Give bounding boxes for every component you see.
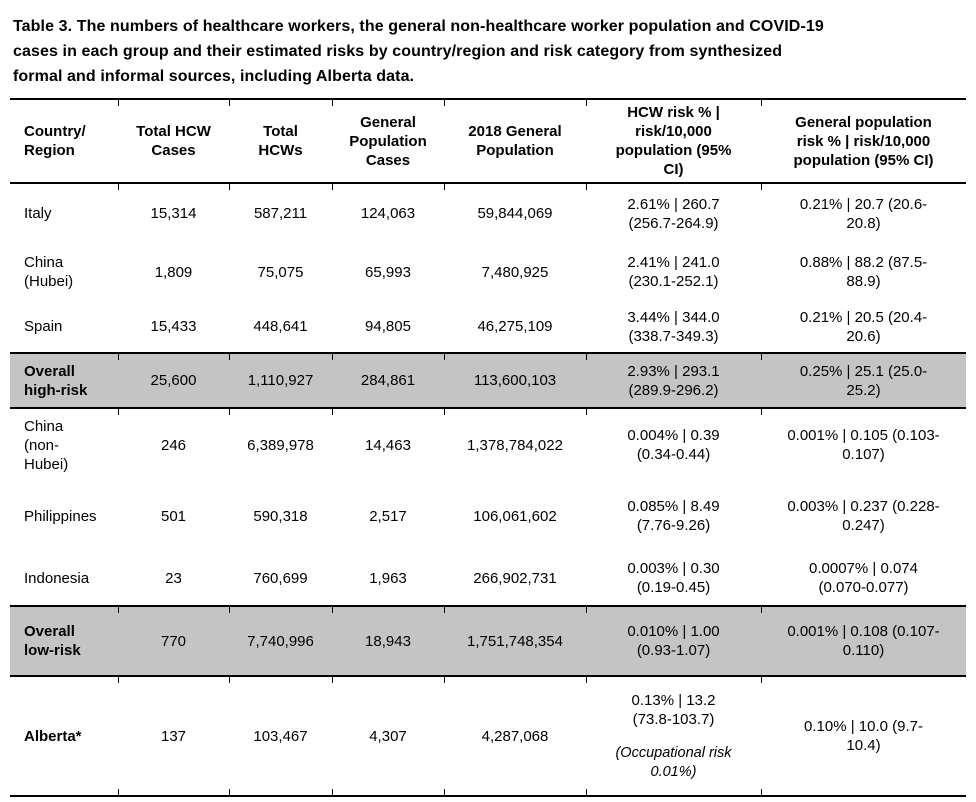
column-header: HCW risk % | risk/10,000 population (95%… xyxy=(586,99,761,183)
data-cell: 501 xyxy=(160,507,187,525)
region-cell: Alberta* xyxy=(24,727,82,745)
data-cell: 15,433 xyxy=(150,318,197,335)
table-body: Italy 15,314 587,211 124,063 59,844,069 2.61%… xyxy=(10,183,966,796)
column-header: Total HCW Cases xyxy=(118,99,229,183)
data-cell: 284,861 xyxy=(332,353,444,408)
region-cell: China (Hubei) xyxy=(24,254,74,290)
data-cell: 587,211 xyxy=(229,183,332,243)
data-cell: 1,110,927 xyxy=(229,353,332,408)
data-cell: 0.004% | 0.39 (0.34-0.44) xyxy=(586,408,761,481)
data-cell: 14,463 xyxy=(332,408,444,481)
data-cell: 59,844,069 xyxy=(444,183,586,243)
table-row: Alberta* 137 103,467 4,307 4,287,068 0.13% | … xyxy=(10,676,966,796)
data-cell: 23 xyxy=(165,569,182,587)
region-cell: China (non- Hubei) xyxy=(24,417,69,473)
data-cell: 0.001% | 0.108 (0.107- 0.110) xyxy=(761,606,966,676)
data-cell: 590,318 xyxy=(253,507,308,525)
table-row: China (non- Hubei) 246 6,389,978 14,463 1,37… xyxy=(10,408,966,481)
table-row: Spain 15,433 448,641 94,805 46,275,109 3.44% … xyxy=(10,301,966,353)
table-caption: Table 3. The numbers of healthcare worke… xyxy=(13,18,824,85)
table-row: Overall high-risk 25,600 1,110,927 284,861 1… xyxy=(10,353,966,408)
table-row: China (Hubei) 1,809 75,075 65,993 7,480,925 2… xyxy=(10,243,966,301)
data-cell: 0.010% | 1.00 (0.93-1.07) xyxy=(586,606,761,676)
data-table: Country/ Region Total HCW Cases Total HCWs… xyxy=(10,98,966,797)
data-cell: 0.085% | 8.49 (7.76-9.26) xyxy=(627,498,720,534)
data-cell: 448,641 xyxy=(253,318,308,335)
region-cell: Philippines xyxy=(24,507,97,525)
table-row: Overall low-risk 770 7,740,996 18,943 1,751,… xyxy=(10,606,966,676)
data-cell: 46,275,109 xyxy=(477,318,553,335)
data-cell: 770 xyxy=(118,606,229,676)
data-cell: 2,517 xyxy=(369,507,407,525)
column-header: Country/ Region xyxy=(24,123,86,159)
region-cell: Spain xyxy=(24,318,63,335)
column-header: General Population Cases xyxy=(332,99,444,183)
data-cell: 2.61% | 260.7 (256.7-264.9) xyxy=(586,183,761,243)
table-row: Indonesia 23 760,699 1,963 266,902,731 0.003%… xyxy=(10,551,966,606)
header-row: Country/ Region Total HCW Cases Total HCWs… xyxy=(10,99,966,183)
data-cell: 6,389,978 xyxy=(229,408,332,481)
data-cell: 0.10% | 10.0 (9.7- 10.4) xyxy=(761,676,966,796)
data-cell: 4,307 xyxy=(332,676,444,796)
data-cell: 7,480,925 xyxy=(481,263,549,281)
data-cell: 103,467 xyxy=(229,676,332,796)
data-cell: 0.25% | 25.1 (25.0- 25.2) xyxy=(761,353,966,408)
region-cell: Italy xyxy=(24,205,52,222)
data-cell: 106,061,602 xyxy=(473,507,557,525)
column-header: 2018 General Population xyxy=(444,99,586,183)
data-cell: 94,805 xyxy=(365,318,411,335)
data-cell: 25,600 xyxy=(118,353,229,408)
data-cell: 2.93% | 293.1 (289.9-296.2) xyxy=(586,353,761,408)
data-cell: 124,063 xyxy=(332,183,444,243)
column-header: Total HCWs xyxy=(229,99,332,183)
region-cell: Indonesia xyxy=(24,569,90,587)
risk-note: (Occupational risk 0.01%) xyxy=(615,744,732,780)
data-cell: 113,600,103 xyxy=(444,353,586,408)
data-cell: 0.001% | 0.105 (0.103- 0.107) xyxy=(761,408,966,481)
data-cell: 0.003% | 0.237 (0.228- 0.247) xyxy=(787,498,940,534)
data-cell: 18,943 xyxy=(332,606,444,676)
region-cell: Overall low-risk xyxy=(24,623,81,659)
data-cell: 760,699 xyxy=(253,569,308,587)
data-cell: 3.44% | 344.0 (338.7-349.3) xyxy=(627,308,720,345)
region-cell: Overall high-risk xyxy=(24,362,88,399)
data-cell: 0.003% | 0.30 (0.19-0.45) xyxy=(627,560,720,596)
data-cell: 7,740,996 xyxy=(229,606,332,676)
data-cell: 65,993 xyxy=(365,263,411,281)
table-row: Philippines 501 590,318 2,517 106,061,602 0.0… xyxy=(10,481,966,551)
table-row: Italy 15,314 587,211 124,063 59,844,069 2.61%… xyxy=(10,183,966,243)
data-cell: 1,751,748,354 xyxy=(444,606,586,676)
data-cell: 0.0007% | 0.074 (0.070-0.077) xyxy=(809,560,918,596)
data-cell: 0.88% | 88.2 (87.5- 88.9) xyxy=(799,254,928,290)
data-cell: 1,963 xyxy=(369,569,407,587)
column-header: General population risk % | risk/10,000 … xyxy=(761,99,966,183)
data-cell: 0.21% | 20.5 (20.4- 20.6) xyxy=(799,308,928,345)
data-cell: 266,902,731 xyxy=(473,569,557,587)
data-cell: 137 xyxy=(118,676,229,796)
data-cell: 15,314 xyxy=(118,183,229,243)
data-cell: 246 xyxy=(118,408,229,481)
risk-value: 0.13% | 13.2 (73.8-103.7) xyxy=(631,691,716,728)
data-cell: 2.41% | 241.0 (230.1-252.1) xyxy=(627,254,720,290)
data-cell: 1,378,784,022 xyxy=(444,408,586,481)
data-cell: 4,287,068 xyxy=(444,676,586,796)
data-cell: 1,809 xyxy=(154,263,193,281)
data-cell: 75,075 xyxy=(257,263,304,281)
data-cell: 0.13% | 13.2 (73.8-103.7) (Occupational r… xyxy=(586,676,761,796)
data-cell: 0.21% | 20.7 (20.6- 20.8) xyxy=(761,183,966,243)
